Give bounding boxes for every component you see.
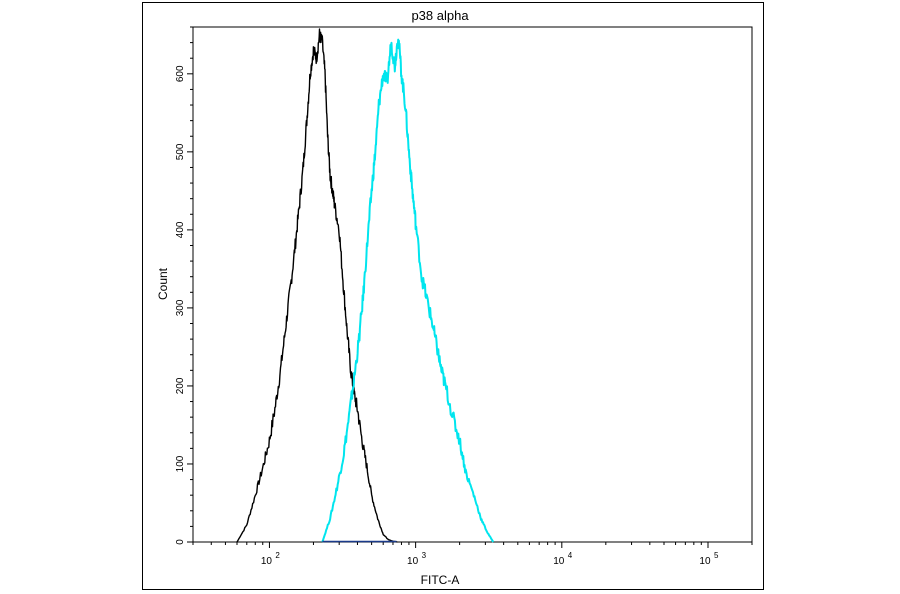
y-axis: 0 100 200 300 400 500 600 xyxy=(175,26,193,545)
y-tick-label: 100 xyxy=(175,455,186,472)
y-axis-label: Count xyxy=(156,267,170,300)
y-tick-label: 600 xyxy=(175,65,186,82)
y-tick-label: 0 xyxy=(175,539,186,545)
x-tick-label: 10 xyxy=(407,556,419,567)
x-axis-label: FITC-A xyxy=(421,573,460,587)
y-tick-label: 500 xyxy=(175,143,186,160)
series-layer xyxy=(236,28,495,543)
x-tick-exponent: 3 xyxy=(422,551,427,560)
x-tick-exponent: 2 xyxy=(275,551,280,560)
y-tick-label: 300 xyxy=(175,299,186,316)
y-tick-label: 400 xyxy=(175,221,186,238)
histogram-series-2 xyxy=(321,38,495,543)
x-tick-exponent: 5 xyxy=(714,551,719,560)
x-tick-label: 10 xyxy=(261,556,273,567)
figure-frame xyxy=(142,2,764,590)
histogram-series-1 xyxy=(236,28,398,543)
y-tick-label: 200 xyxy=(175,377,186,394)
x-tick-label: 10 xyxy=(699,556,711,567)
chart-title: p38 alpha xyxy=(411,8,469,23)
x-tick-label: 10 xyxy=(553,556,565,567)
plot-area xyxy=(192,26,753,543)
x-tick-exponent: 4 xyxy=(568,551,573,560)
